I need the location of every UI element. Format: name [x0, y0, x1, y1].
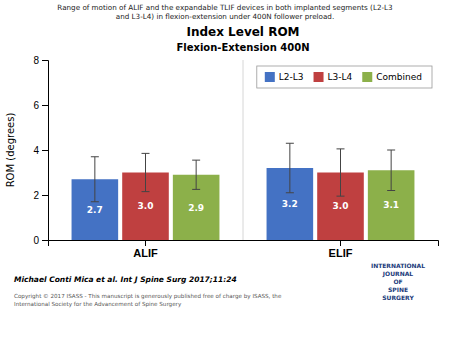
error-bar-cap [286, 192, 294, 193]
copyright-line: Copyright © 2017 ISASS - This manuscript… [14, 293, 282, 300]
figure-caption-line: Range of motion of ALIF and the expandab… [57, 3, 392, 12]
error-bar-cap [387, 150, 395, 151]
y-axis-line [42, 61, 49, 241]
x-axis: ALIF ELIF [49, 240, 439, 259]
data-label: 3.1 [383, 200, 399, 210]
legend-swatch [362, 72, 372, 82]
error-bar-cap [337, 148, 345, 149]
error-bar-stem [289, 143, 290, 193]
legend-frame [257, 66, 432, 88]
legend-label: Combined [376, 72, 422, 82]
chart: Range of motion of ALIF and the expandab… [0, 0, 450, 338]
subtitle: Flexion-Extension 400N [176, 42, 309, 53]
journal-logo-line: OF [393, 278, 402, 285]
error-bar-cap [142, 153, 150, 154]
y-tick-mark [42, 105, 48, 106]
x-axis-line [49, 241, 439, 247]
y-tick-label: 0 [33, 235, 39, 246]
error-bar [387, 150, 395, 191]
plot: 02468ALIFELIFROM (degrees)2.73.23.03.02.… [5, 55, 439, 259]
y-tick-label: 6 [33, 100, 39, 111]
legend-swatch [314, 72, 324, 82]
legend-label: L3-L4 [328, 72, 353, 82]
y-axis: 0 2 4 6 8 [33, 55, 48, 246]
x-tick-label: ALIF [133, 247, 158, 259]
legend-item: Combined [362, 72, 422, 82]
copyright-line: International Society for the Advancemen… [14, 301, 182, 308]
citation: Michael Conti Mica et al. Int J Spine Su… [14, 275, 237, 284]
error-bar-stem [94, 157, 95, 202]
error-bar-stem [391, 150, 392, 191]
error-bar-stem [145, 153, 146, 191]
error-bar [91, 157, 99, 202]
x-tick: ELIF [329, 240, 353, 259]
data-labels: 2.7 3.2 3.0 3.0 2.9 3.1 [87, 199, 399, 215]
journal-logo-line: SPINE [388, 286, 408, 293]
y-tick-mark [42, 150, 48, 151]
y-tick-mark [42, 195, 48, 196]
y-tick-mark [42, 60, 48, 61]
journal-logo-line: SURGERY [382, 294, 414, 301]
data-label: 2.9 [188, 203, 204, 213]
bars [72, 143, 415, 240]
legend-item: L3-L4 [314, 72, 353, 82]
error-bar-cap [192, 160, 200, 161]
figure-caption: Range of motion of ALIF and the expandab… [57, 3, 392, 21]
data-label: 3.0 [333, 201, 349, 211]
copyright: Copyright © 2017 ISASS - This manuscript… [14, 293, 282, 308]
error-bar [142, 153, 150, 191]
y-axis-title: ROM (degrees) [5, 113, 16, 188]
journal-logo-line: JOURNAL [382, 270, 413, 278]
error-bar-cap [91, 201, 99, 202]
x-tick-mark [340, 240, 341, 246]
error-bar-cap [91, 156, 99, 157]
y-tick: 0 [33, 235, 48, 246]
error-bar-cap [142, 191, 150, 192]
y-tick-mark [42, 240, 48, 241]
error-bar-cap [192, 189, 200, 190]
error-bar [337, 149, 345, 196]
y-tick: 6 [33, 100, 48, 111]
error-bar [286, 143, 294, 193]
y-tick-label: 8 [33, 55, 39, 66]
data-label: 3.0 [138, 201, 154, 211]
title: Index Level ROM [186, 25, 299, 39]
error-bar [192, 160, 200, 189]
journal-logo: INTERNATIONALJOURNALOFSPINESURGERY [371, 262, 425, 301]
y-tick: 4 [33, 145, 48, 156]
x-tick: ALIF [133, 240, 158, 259]
legend-item: L2-L3 [265, 72, 304, 82]
y-tick-label: 2 [33, 190, 39, 201]
data-label: 2.7 [87, 205, 103, 215]
error-bar-stem [196, 160, 197, 189]
error-bar-cap [337, 196, 345, 197]
legend: L2-L3 L3-L4 Combined [257, 66, 432, 88]
y-tick: 2 [33, 190, 48, 201]
x-tick-mark [145, 240, 146, 246]
legend-label: L2-L3 [279, 72, 304, 82]
figure-caption-line: and L3-L4) in flexion-extension under 40… [116, 12, 334, 21]
y-tick-label: 4 [33, 145, 39, 156]
error-bar-cap [286, 143, 294, 144]
legend-swatch [265, 72, 275, 82]
data-label: 3.2 [282, 199, 298, 209]
error-bar-stem [340, 149, 341, 196]
error-bar-cap [387, 190, 395, 191]
group-separator [243, 60, 244, 240]
x-tick-label: ELIF [329, 247, 353, 259]
y-tick: 8 [33, 55, 48, 66]
journal-logo-line: INTERNATIONAL [371, 262, 425, 269]
